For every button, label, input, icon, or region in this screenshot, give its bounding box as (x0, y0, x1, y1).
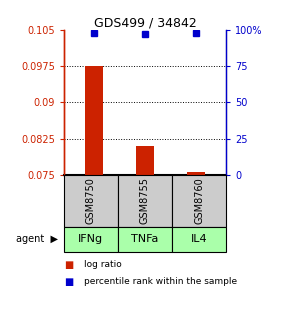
Text: GSM8750: GSM8750 (86, 177, 96, 224)
Text: log ratio: log ratio (84, 260, 122, 269)
Text: agent  ▶: agent ▶ (16, 235, 58, 244)
Text: IFNg: IFNg (78, 235, 104, 244)
Title: GDS499 / 34842: GDS499 / 34842 (94, 16, 196, 29)
Text: IL4: IL4 (191, 235, 207, 244)
Text: GSM8755: GSM8755 (140, 177, 150, 224)
Text: percentile rank within the sample: percentile rank within the sample (84, 277, 237, 286)
Bar (187, 172, 205, 175)
Text: ■: ■ (64, 277, 73, 287)
Text: GSM8760: GSM8760 (194, 177, 204, 224)
Text: TNFa: TNFa (131, 235, 159, 244)
Bar (136, 146, 154, 175)
Bar (85, 66, 103, 175)
Text: ■: ■ (64, 260, 73, 270)
